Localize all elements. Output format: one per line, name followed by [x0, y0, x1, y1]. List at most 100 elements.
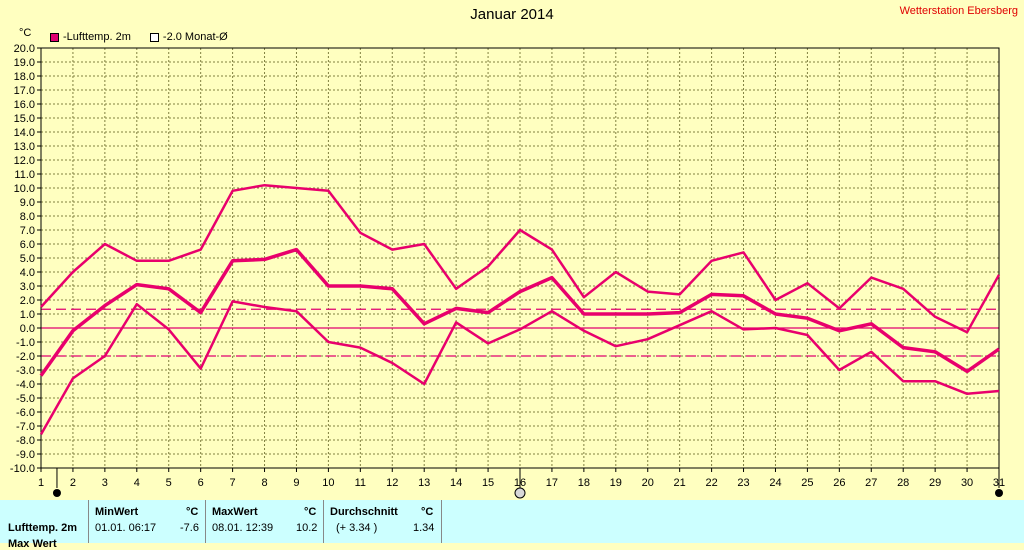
x-tick-label: 10 — [322, 477, 334, 489]
stats-divider — [88, 500, 89, 543]
x-tick-label: 9 — [293, 477, 299, 489]
x-tick-label: 14 — [450, 477, 462, 489]
x-tick-label: 28 — [897, 477, 909, 489]
y-tick-label: -6.0 — [16, 407, 35, 419]
x-tick-label: 6 — [198, 477, 204, 489]
x-tick-label: 22 — [705, 477, 717, 489]
y-axis-unit: °C — [19, 27, 32, 39]
y-tick-label: 6.0 — [20, 239, 35, 251]
min-header: MinWert — [95, 506, 139, 518]
y-tick-label: 19.0 — [14, 57, 35, 69]
y-tick-label: 8.0 — [20, 211, 35, 223]
y-tick-label: -7.0 — [16, 421, 35, 433]
min-unit: °C — [186, 506, 199, 518]
y-tick-label: 7.0 — [20, 225, 35, 237]
stats-divider — [205, 500, 206, 543]
x-tick-label: 15 — [482, 477, 494, 489]
vertical-gridlines — [72, 48, 968, 468]
x-tick-label: 19 — [610, 477, 622, 489]
x-tick-label: 7 — [230, 477, 236, 489]
legend-label-month-average: -2.0 Monat-Ø — [162, 31, 228, 43]
y-tick-label: -3.0 — [16, 365, 35, 377]
y-tick-label: -9.0 — [16, 449, 35, 461]
x-tick-label: 21 — [674, 477, 686, 489]
legend-item-month-average: -2.0 Monat-Ø — [149, 31, 228, 43]
y-tick-label: 11.0 — [14, 169, 35, 181]
avg-diff: (+ 3.34 ) — [336, 522, 378, 534]
y-tick-label: -10.0 — [10, 463, 35, 475]
y-tick-label: 10.0 — [14, 183, 35, 195]
legend: -Lufttemp. 2m -2.0 Monat-Ø — [50, 31, 244, 45]
y-tick-label: -8.0 — [16, 435, 35, 447]
y-tick-label: 18.0 — [14, 71, 35, 83]
stats-divider — [323, 500, 324, 543]
y-tick-label: -4.0 — [16, 379, 35, 391]
max-unit: °C — [304, 506, 317, 518]
y-tick-label: 15.0 — [14, 113, 35, 125]
stats-row-label-2: Max Wert — [8, 538, 57, 550]
y-tick-label: -5.0 — [16, 393, 35, 405]
y-tick-label: 2.0 — [20, 295, 35, 307]
min-time: 01.01. 06:17 — [95, 522, 157, 534]
temperature-chart: -10.0 -9.0 -8.0 -7.0 -6.0 -5.0 -4.0 -3.0 -2.0 -1.… — [10, 43, 1005, 499]
avg-value: 1.34 — [413, 522, 435, 534]
x-tick-label: 2 — [70, 477, 76, 489]
series-line-mean — [39, 247, 1001, 377]
x-tick-label: 24 — [769, 477, 781, 489]
x-tick-label: 12 — [386, 477, 398, 489]
x-axis-ticks: 1 2 3 4 5 6 7 8 9 10 11 12 13 14 15 16 17 18 19 20 21 22 23 24 2… — [38, 468, 1005, 489]
x-tick-label: 8 — [261, 477, 267, 489]
x-tick-label: 18 — [578, 477, 590, 489]
max-header: MaxWert — [212, 506, 258, 518]
y-tick-label: -2.0 — [16, 351, 35, 363]
stats-divider — [441, 500, 442, 543]
x-tick-label: 4 — [134, 477, 140, 489]
min-value: -7.6 — [180, 522, 199, 534]
avg-header: Durchschnitt — [330, 506, 398, 518]
y-tick-label: 20.0 — [14, 43, 35, 55]
y-tick-label: 14.0 — [14, 127, 35, 139]
legend-swatch-empty — [149, 32, 159, 42]
y-tick-label: 9.0 — [20, 197, 35, 209]
x-axis-markers — [52, 468, 1003, 499]
x-tick-label: 29 — [929, 477, 941, 489]
y-tick-label: 3.0 — [20, 281, 35, 293]
x-tick-label: 25 — [801, 477, 813, 489]
marker-filled-icon — [995, 489, 1003, 497]
y-tick-label: 17.0 — [14, 85, 35, 97]
x-tick-label: 5 — [166, 477, 172, 489]
y-tick-label: 5.0 — [20, 253, 35, 265]
series-line-min — [39, 300, 1000, 436]
marker-filled-icon — [52, 489, 61, 497]
x-tick-label: 1 — [38, 477, 44, 489]
x-tick-label: 27 — [865, 477, 877, 489]
y-tick-label: 1.0 — [20, 309, 35, 321]
y-tick-label: 16.0 — [14, 99, 35, 111]
series-line-max — [40, 183, 1001, 334]
max-time: 08.01. 12:39 — [212, 522, 274, 534]
x-tick-label: 20 — [642, 477, 654, 489]
marker-open-icon — [514, 487, 526, 499]
chart-title: Januar 2014 — [470, 6, 554, 23]
series-lines — [39, 183, 1001, 436]
station-name: Wetterstation Ebersberg — [899, 5, 1018, 17]
x-tick-label: 13 — [418, 477, 430, 489]
y-tick-label: 12.0 — [14, 155, 35, 167]
legend-label-temperature: -Lufttemp. 2m — [63, 31, 131, 43]
y-tick-label: 4.0 — [20, 267, 35, 279]
legend-swatch-filled — [50, 32, 59, 42]
avg-unit: °C — [421, 506, 434, 518]
statistics-panel: Lufttemp. 2m Max Wert MinWert °C 01.01. … — [0, 500, 1024, 550]
y-axis-ticks: -10.0 -9.0 -8.0 -7.0 -6.0 -5.0 -4.0 -3.0 -2.0 -1.… — [10, 43, 41, 475]
legend-item-temperature: -Lufttemp. 2m — [50, 31, 131, 43]
x-tick-label: 11 — [355, 477, 366, 489]
x-tick-label: 3 — [102, 477, 108, 489]
x-tick-label: 26 — [833, 477, 845, 489]
x-tick-label: 23 — [737, 477, 749, 489]
y-tick-label: 13.0 — [14, 141, 35, 153]
stats-row-label: Lufttemp. 2m — [8, 522, 78, 534]
y-tick-label: 0.0 — [20, 323, 35, 335]
y-tick-label: -1.0 — [16, 337, 35, 349]
x-tick-label: 30 — [961, 477, 973, 489]
x-tick-label: 17 — [546, 477, 558, 489]
